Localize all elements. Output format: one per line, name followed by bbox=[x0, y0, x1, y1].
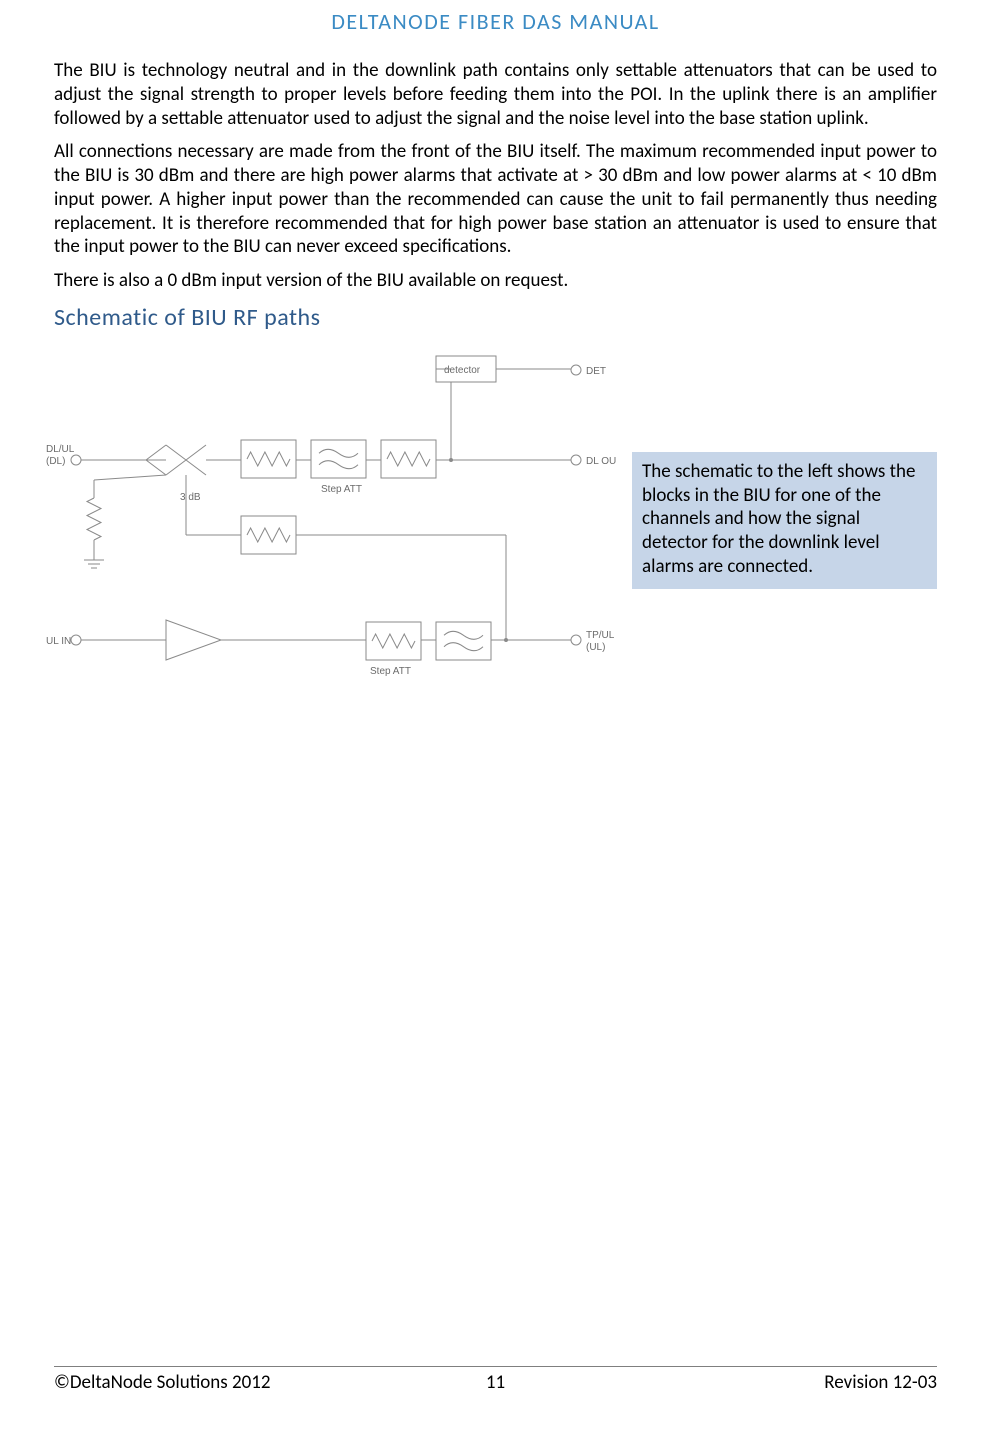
paragraph-3: There is also a 0 dBm input version of t… bbox=[54, 269, 937, 293]
section-heading: Schematic of BIU RF paths bbox=[54, 303, 937, 332]
svg-text:3 dB: 3 dB bbox=[180, 492, 201, 503]
callout-text: The schematic to the left shows the bloc… bbox=[642, 460, 915, 578]
schematic-diagram: DL/UL(DL) Step ATT DL OUT detector DET 3 dB UL… bbox=[36, 340, 616, 680]
header-title: DELTANODE FIBER DAS MANUAL bbox=[331, 8, 659, 35]
svg-text:DL OUT: DL OUT bbox=[586, 456, 616, 467]
svg-text:TP/UL: TP/UL bbox=[586, 630, 615, 641]
page-footer: ©DeltaNode Solutions 2012 11 Revision 12… bbox=[54, 1366, 937, 1394]
footer-center: 11 bbox=[54, 1371, 937, 1394]
svg-text:(DL): (DL) bbox=[46, 456, 65, 467]
svg-text:UL IN: UL IN bbox=[46, 636, 71, 647]
paragraph-1: The BIU is technology neutral and in the… bbox=[54, 59, 937, 130]
svg-text:Step ATT: Step ATT bbox=[321, 484, 362, 495]
svg-text:DL/UL: DL/UL bbox=[46, 444, 75, 455]
svg-text:DET: DET bbox=[586, 366, 606, 377]
paragraph-2: All connections necessary are made from … bbox=[54, 140, 937, 259]
svg-text:(UL): (UL) bbox=[586, 642, 605, 653]
svg-text:Step ATT: Step ATT bbox=[370, 666, 411, 677]
callout-box: The schematic to the left shows the bloc… bbox=[632, 452, 937, 589]
page-header: DELTANODE FIBER DAS MANUAL bbox=[54, 0, 937, 35]
schematic-area: DL/UL(DL)Step ATTDL OUTdetectorDET3 dBUL… bbox=[54, 340, 937, 700]
svg-text:detector: detector bbox=[444, 365, 481, 376]
